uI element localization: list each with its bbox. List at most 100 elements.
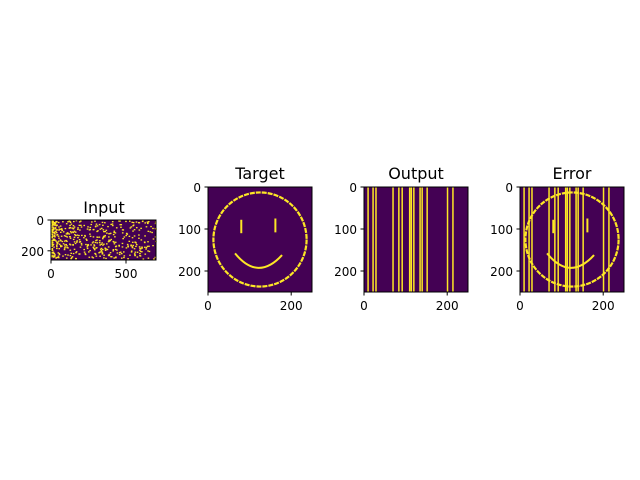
spike — [112, 240, 115, 243]
spike — [55, 229, 58, 231]
spike — [113, 241, 115, 243]
spike — [83, 224, 86, 227]
spike — [145, 226, 148, 228]
spike — [57, 256, 60, 259]
spike — [112, 250, 114, 252]
spike — [118, 245, 121, 247]
spike — [51, 231, 53, 233]
face-outline — [524, 191, 620, 288]
target-y-ticks: 0 100 200 — [178, 181, 208, 279]
input-x-tick-1: 500 — [115, 267, 138, 281]
spike — [51, 226, 53, 228]
spike — [51, 228, 53, 230]
spike — [56, 241, 58, 243]
spike — [108, 240, 111, 242]
spike — [56, 247, 58, 250]
spike — [56, 233, 59, 236]
spike — [121, 232, 124, 234]
spike — [86, 239, 88, 241]
spike — [51, 236, 53, 238]
spike — [111, 223, 114, 225]
spike — [100, 249, 103, 252]
spike — [126, 243, 129, 246]
spike — [86, 246, 89, 248]
spike — [80, 244, 83, 246]
spike — [62, 255, 64, 257]
spike — [90, 223, 93, 226]
stripe-0 — [523, 187, 525, 292]
stripe-13 — [452, 187, 454, 292]
spike — [84, 235, 86, 237]
spike — [51, 231, 54, 233]
spike — [51, 252, 53, 254]
spike — [106, 248, 109, 251]
spike — [122, 251, 125, 253]
spike — [89, 233, 91, 235]
spike — [80, 224, 82, 226]
spike — [139, 252, 141, 255]
spike — [75, 220, 78, 222]
spike — [53, 252, 56, 255]
spike — [91, 221, 93, 223]
spike — [64, 227, 67, 230]
spike — [101, 248, 104, 251]
spike — [125, 220, 127, 223]
spike — [146, 221, 149, 223]
spike — [141, 247, 143, 249]
spike — [85, 243, 87, 246]
spike — [67, 254, 69, 256]
spike — [148, 250, 151, 253]
spike — [104, 230, 107, 233]
spike — [115, 257, 117, 259]
spike — [83, 251, 86, 253]
spike — [145, 248, 147, 250]
spike — [53, 255, 56, 257]
spike — [118, 220, 120, 222]
spike — [54, 228, 57, 230]
output-panel: Output 0 100 200 0 200 — [334, 164, 469, 313]
spike — [66, 236, 69, 238]
spike — [55, 257, 57, 259]
spike — [140, 239, 143, 241]
stripe-10 — [577, 187, 579, 292]
spike — [91, 242, 94, 244]
spike — [126, 233, 129, 235]
input-spikes — [51, 220, 157, 260]
spike — [57, 240, 60, 242]
spike — [88, 229, 91, 231]
input-heatmap — [51, 220, 157, 260]
spike — [129, 254, 131, 256]
spike — [95, 223, 98, 225]
spike — [93, 247, 95, 250]
spike — [52, 252, 54, 254]
spike — [72, 238, 75, 241]
spike — [127, 258, 129, 260]
error-x-ticks: 0 200 — [516, 292, 615, 313]
spike — [108, 254, 110, 257]
spike — [61, 245, 63, 247]
spike — [147, 230, 150, 232]
spike — [58, 243, 61, 245]
spike — [87, 226, 89, 228]
spike — [51, 241, 53, 243]
spike — [137, 222, 140, 224]
input-x-tick-0: 0 — [47, 267, 55, 281]
spike — [133, 229, 136, 231]
spike — [130, 226, 133, 228]
spike — [55, 244, 58, 246]
input-y-tick-0: 0 — [36, 214, 44, 228]
spike — [54, 254, 56, 256]
target-smiley — [212, 191, 308, 288]
spike — [74, 231, 77, 233]
spike — [54, 223, 57, 225]
spike — [79, 229, 81, 231]
stripe-2 — [375, 187, 377, 292]
spike — [51, 249, 54, 251]
spike — [78, 224, 81, 226]
spike — [89, 249, 91, 252]
spike — [120, 257, 123, 259]
spike — [81, 234, 83, 237]
spike — [108, 236, 110, 238]
spike — [144, 246, 146, 248]
target-x-tick-1: 200 — [280, 299, 303, 313]
